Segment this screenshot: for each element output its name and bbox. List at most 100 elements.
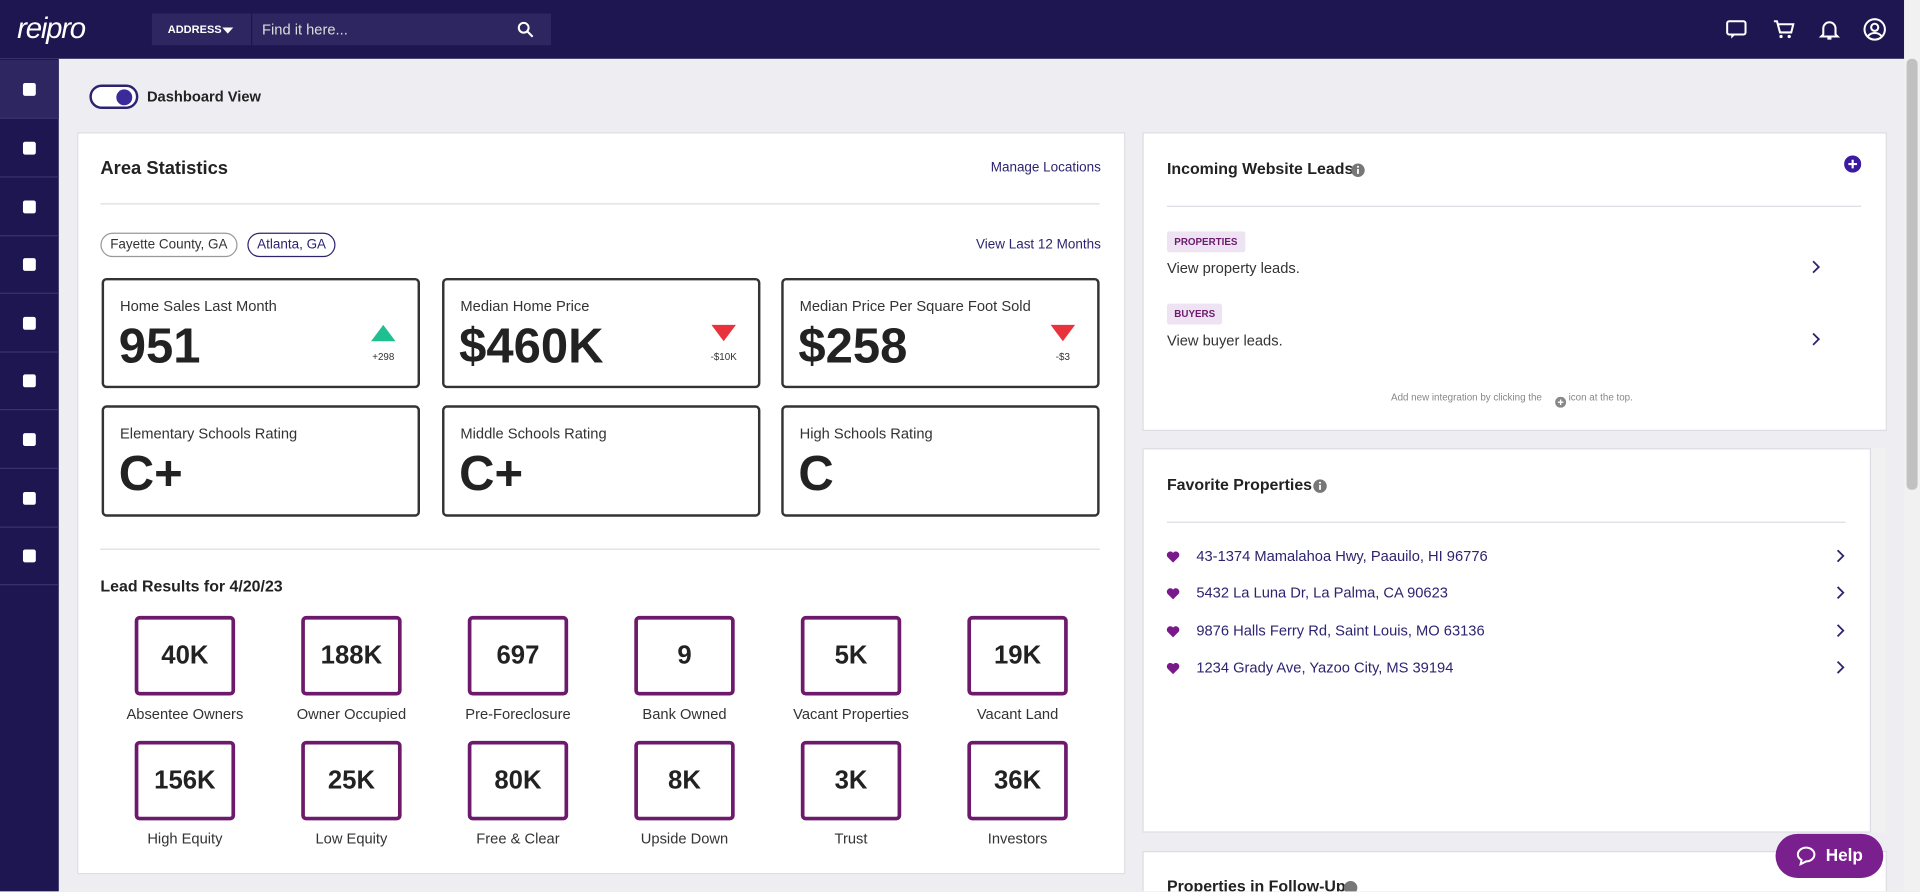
lead-box[interactable]: 8K <box>634 740 735 821</box>
lead-box[interactable]: 188K <box>301 615 402 696</box>
lead-box[interactable]: 3K <box>800 740 902 821</box>
search-input[interactable]: Find it here... <box>252 13 552 46</box>
lead-box[interactable]: 5K <box>800 615 902 696</box>
chevron[interactable] <box>1832 584 1849 601</box>
lead-box[interactable]: 9 <box>634 615 735 696</box>
lead-box[interactable]: 697 <box>467 615 569 696</box>
heart-icon-glyph <box>1166 551 1180 563</box>
lead-box[interactable]: 25K <box>301 740 402 821</box>
chevron[interactable] <box>1832 547 1849 564</box>
favorite-address[interactable]: 1234 Grady Ave, Yazoo City, MS 39194 <box>1196 658 1454 676</box>
nav-icon[interactable] <box>21 140 38 157</box>
info-icon <box>1351 162 1366 177</box>
chevron-glyph <box>1836 623 1845 637</box>
favorite-address[interactable]: 5432 La Luna Dr, La Palma, CA 90623 <box>1196 584 1448 602</box>
lead-link[interactable]: View property leads. <box>1166 259 1300 277</box>
lead-title: Lead Results for 4/20/23 <box>100 576 283 596</box>
integration-note-end: icon at the top. <box>1568 391 1633 403</box>
school-label: Elementary Schools Rating <box>120 424 298 443</box>
nav-icon[interactable] <box>21 490 38 507</box>
lead-label: Vacant Land <box>976 705 1059 723</box>
bell-icon-glyph <box>1818 21 1841 40</box>
lead-box[interactable]: 156K <box>134 740 236 821</box>
nav-icon-glyph <box>22 549 36 563</box>
nav-icon-glyph <box>22 200 36 214</box>
help-button[interactable] <box>1775 833 1884 878</box>
nav-icon[interactable] <box>21 256 38 273</box>
page-scrollbar-thumb <box>1906 58 1918 490</box>
lead-box[interactable]: 19K <box>967 615 1068 696</box>
lead-label: Free & Clear <box>476 830 560 848</box>
bell-icon[interactable] <box>1817 17 1841 41</box>
chevron[interactable] <box>1807 258 1824 275</box>
arrow-down <box>705 321 742 345</box>
chevron-glyph <box>1836 586 1845 600</box>
nav-icon-glyph <box>22 374 36 388</box>
stat-value: $258 <box>798 319 908 374</box>
stat-label: Median Price Per Square Foot Sold <box>799 297 1031 315</box>
school-value: C+ <box>118 446 183 501</box>
leads-panel <box>1142 132 1887 432</box>
sidebar <box>0 58 59 892</box>
view-last-link[interactable]: View Last 12 Months <box>976 237 1101 253</box>
nav-icon-glyph <box>22 316 36 330</box>
search-type[interactable]: ADDRESS <box>151 13 252 46</box>
chevron-glyph <box>1836 549 1845 563</box>
followup-panel <box>1142 851 1887 892</box>
divider <box>1166 521 1846 523</box>
nav-icon[interactable] <box>21 81 38 98</box>
favorite-address[interactable]: 9876 Halls Ferry Rd, Saint Louis, MO 631… <box>1196 621 1485 639</box>
cart-icon[interactable] <box>1772 17 1796 41</box>
stat-card <box>442 277 761 389</box>
info-icon-glyph <box>1351 163 1365 177</box>
area-title: Area Statistics <box>100 157 229 179</box>
lead-link[interactable]: View buyer leads. <box>1166 331 1283 349</box>
lead-label: Trust <box>834 830 868 848</box>
arrow-down-glyph <box>1050 324 1076 342</box>
manage-locations[interactable]: Manage Locations <box>990 160 1101 176</box>
favorites-scrollbar <box>1871 448 1886 833</box>
sidebar-divider <box>0 526 59 528</box>
arrow-down <box>1044 321 1081 345</box>
toggle-label: Dashboard View <box>146 88 261 106</box>
nav-icon[interactable] <box>21 372 38 389</box>
divider <box>100 548 1100 550</box>
info-icon-glyph <box>1343 881 1358 892</box>
account-icon-glyph <box>1863 18 1886 41</box>
sidebar-divider <box>0 176 59 178</box>
note-plus-icon-glyph <box>1555 396 1567 408</box>
favorite-address[interactable]: 43-1374 Mamalahoa Hwy, Paauilo, HI 96776 <box>1196 547 1488 565</box>
cart-icon-glyph <box>1773 20 1795 39</box>
info-icon-glyph <box>1313 479 1327 493</box>
heart-icon-glyph <box>1166 625 1180 637</box>
lead-label: Pre-Foreclosure <box>465 705 571 723</box>
nav-icon-glyph <box>22 258 36 271</box>
messages-icon[interactable] <box>1724 17 1748 41</box>
search-icon[interactable] <box>516 20 536 40</box>
nav-icon[interactable] <box>21 547 38 564</box>
chevron[interactable] <box>1832 659 1849 676</box>
heart-icon-glyph <box>1166 588 1180 600</box>
chevron[interactable] <box>1832 622 1849 639</box>
lead-box[interactable]: 40K <box>134 615 236 696</box>
toggle-knob <box>116 89 133 106</box>
lead-box[interactable]: 36K <box>967 740 1068 821</box>
nav-icon[interactable] <box>21 315 38 332</box>
add-integration[interactable] <box>1844 155 1862 173</box>
heart-icon-glyph <box>1166 662 1180 674</box>
school-value: C+ <box>459 446 524 501</box>
stat-change: -$3 <box>1055 351 1070 363</box>
lead-box[interactable]: 80K <box>467 740 569 821</box>
nav-icon[interactable] <box>21 198 38 215</box>
account-icon[interactable] <box>1862 17 1886 41</box>
lead-label: Owner Occupied <box>296 705 407 723</box>
location-chip[interactable]: Atlanta, GA <box>247 232 336 258</box>
nav-icon[interactable] <box>21 431 38 448</box>
stat-label: Median Home Price <box>460 297 590 315</box>
chevron[interactable] <box>1807 331 1824 348</box>
stat-change: -$10K <box>710 351 737 363</box>
logo[interactable]: reipro <box>17 12 86 46</box>
location-chip[interactable]: Fayette County, GA <box>100 232 238 258</box>
sidebar-divider <box>0 467 59 469</box>
